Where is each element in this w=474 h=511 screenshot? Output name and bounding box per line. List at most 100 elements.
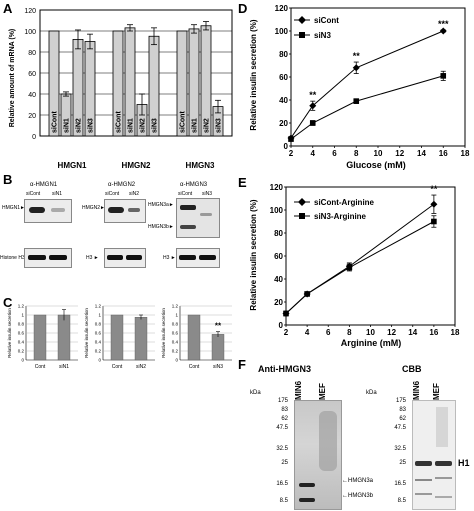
series-line: [285, 221, 435, 314]
x-tick: 10: [366, 328, 375, 337]
y-tick: 60: [279, 73, 288, 82]
y-tick: 0: [284, 142, 289, 151]
panel-label-d: D: [238, 1, 248, 16]
y-tick: 0.4: [95, 340, 102, 345]
band-label-hmgn3a: ←HMGN3a: [342, 478, 374, 484]
cbb-stained-gel: [412, 400, 456, 510]
lane-label: MEF: [432, 383, 441, 400]
blot-hmgn2-title: α-HMGN2: [108, 182, 136, 188]
marker: 32.5: [394, 446, 406, 452]
x-tick: 18: [461, 149, 470, 158]
bar-label: siN2: [140, 118, 147, 133]
bar: [33, 314, 47, 361]
legend-item: siCont: [314, 16, 339, 25]
bar: [187, 314, 201, 361]
lane-label: siN3: [202, 191, 213, 197]
lane-label: siCont: [105, 191, 120, 197]
marker: 62: [399, 416, 406, 422]
marker: 175: [395, 398, 406, 404]
marker: 16.5: [276, 481, 288, 487]
y-tick: 0: [175, 358, 178, 363]
series-line: [290, 30, 444, 139]
panel-d-legend: siCont siN3: [294, 16, 339, 40]
data-point: [304, 291, 310, 297]
y-axis-label: Relative insulin secretion: [161, 308, 166, 358]
marker: 25: [281, 460, 288, 466]
panel-label-b: B: [3, 172, 13, 187]
y-tick: 0.6: [18, 331, 25, 336]
band-label: HMGN1►: [2, 205, 26, 211]
band-label: HMGN2►: [82, 205, 106, 211]
y-tick: 0.4: [18, 340, 25, 345]
y-tick: 0.2: [172, 349, 179, 354]
significance-marker: **: [309, 90, 317, 100]
marker: 8.5: [397, 498, 406, 504]
arrow-left-icon: ←: [342, 478, 348, 484]
y-tick: 20: [279, 119, 288, 128]
y-tick: 100: [24, 29, 36, 36]
bar: [176, 30, 188, 137]
bar: [48, 30, 60, 137]
lane-label: siCont: [26, 191, 41, 197]
panel-label-f: F: [238, 357, 246, 372]
x-tick: 14: [408, 328, 417, 337]
significance-marker: **: [430, 184, 438, 194]
bar-label: siCont: [116, 111, 123, 133]
significance-marker: **: [353, 51, 361, 61]
panel-e-xlabel: Arginine (mM): [341, 338, 402, 348]
lane-label: siCont: [178, 191, 193, 197]
y-tick: 0.4: [172, 340, 179, 345]
lane-label: MIN6: [412, 380, 421, 400]
legend-item: siN3-Arginine: [314, 212, 367, 221]
marker: 175: [277, 398, 288, 404]
y-tick: 1: [175, 313, 178, 318]
bar-label: siN1: [64, 118, 71, 133]
bar-label: siN3: [152, 118, 159, 133]
y-tick: 0: [32, 134, 36, 141]
x-tick: 4: [305, 328, 310, 337]
x-tick: Cont: [35, 364, 46, 370]
marker: 62: [281, 416, 288, 422]
band-label: HMGN3b►: [148, 224, 174, 230]
y-tick: 0: [98, 358, 101, 363]
blot-hmgn3-title: α-HMGN3: [180, 182, 208, 188]
band-label: H3 ►: [86, 255, 99, 261]
western-blot-gel: [294, 400, 342, 510]
marker: 47.5: [394, 425, 406, 431]
panel-e-ylabel: Relative insulin secretion (%): [249, 199, 258, 310]
y-tick: 0.2: [95, 349, 102, 354]
panel-e-chart: Relative insulin secretion (%) 0 20 40 60 80…: [249, 183, 460, 348]
lane-label: siN2: [129, 191, 140, 197]
y-tick: 0.8: [18, 322, 25, 327]
x-tick: 12: [395, 149, 404, 158]
panel-d-chart: Relative insulin secretion (%) 0 20 40 60 80…: [249, 4, 470, 170]
kda-label: kDa: [366, 390, 377, 396]
y-tick: 0.8: [172, 322, 179, 327]
blot-h3-2: [104, 248, 146, 268]
legend-item: siCont-Arginine: [314, 198, 375, 207]
marker: 25: [399, 460, 406, 466]
panel-a-yticks: 0 20 40 60 80 100 120: [24, 8, 36, 141]
x-tick: 14: [417, 149, 426, 158]
x-tick: 12: [387, 328, 396, 337]
bar: [110, 314, 124, 361]
x-tick: 18: [451, 328, 460, 337]
y-tick: 40: [28, 92, 36, 99]
data-point: [309, 120, 316, 126]
x-tick: Cont: [189, 364, 200, 370]
y-tick: 40: [279, 96, 288, 105]
y-tick: 0: [21, 358, 24, 363]
significance-marker: ***: [438, 19, 449, 29]
bar-label: siN1: [128, 118, 135, 133]
bar-label: siCont: [180, 111, 187, 133]
significance-marker: **: [215, 322, 222, 331]
plot-frame: [290, 7, 466, 147]
marker: 47.5: [276, 425, 288, 431]
series-line: [290, 75, 444, 140]
anti-hmgn3-title: Anti-HMGN3: [258, 364, 311, 374]
band-label: H3 ►: [163, 255, 176, 261]
panel-e-legend: siCont-Arginine siN3-Arginine: [294, 198, 375, 221]
blot-h3-1: [24, 248, 72, 268]
bar-label: siN2: [204, 118, 211, 133]
y-tick: 0.8: [95, 322, 102, 327]
